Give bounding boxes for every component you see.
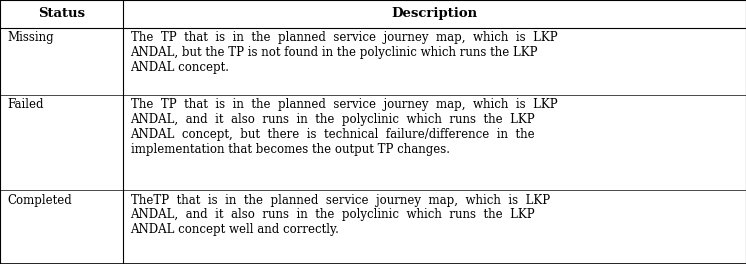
Text: Missing: Missing <box>7 31 54 44</box>
Text: Status: Status <box>38 7 85 20</box>
Text: Description: Description <box>392 7 477 20</box>
Text: The  TP  that  is  in  the  planned  service  journey  map,  which  is  LKP: The TP that is in the planned service jo… <box>131 31 557 44</box>
Text: The  TP  that  is  in  the  planned  service  journey  map,  which  is  LKP: The TP that is in the planned service jo… <box>131 98 557 111</box>
Text: Failed: Failed <box>7 98 44 111</box>
Text: ANDAL concept.: ANDAL concept. <box>131 61 230 74</box>
Text: ANDAL concept well and correctly.: ANDAL concept well and correctly. <box>131 223 339 236</box>
Text: TheTP  that  is  in  the  planned  service  journey  map,  which  is  LKP: TheTP that is in the planned service jou… <box>131 194 550 206</box>
Text: implementation that becomes the output TP changes.: implementation that becomes the output T… <box>131 143 450 156</box>
Text: ANDAL  concept,  but  there  is  technical  failure/difference  in  the: ANDAL concept, but there is technical fa… <box>131 128 535 141</box>
Text: ANDAL, but the TP is not found in the polyclinic which runs the LKP: ANDAL, but the TP is not found in the po… <box>131 46 538 59</box>
Text: Completed: Completed <box>7 194 72 206</box>
Text: ANDAL,  and  it  also  runs  in  the  polyclinic  which  runs  the  LKP: ANDAL, and it also runs in the polyclini… <box>131 113 535 126</box>
Text: ANDAL,  and  it  also  runs  in  the  polyclinic  which  runs  the  LKP: ANDAL, and it also runs in the polyclini… <box>131 208 535 221</box>
